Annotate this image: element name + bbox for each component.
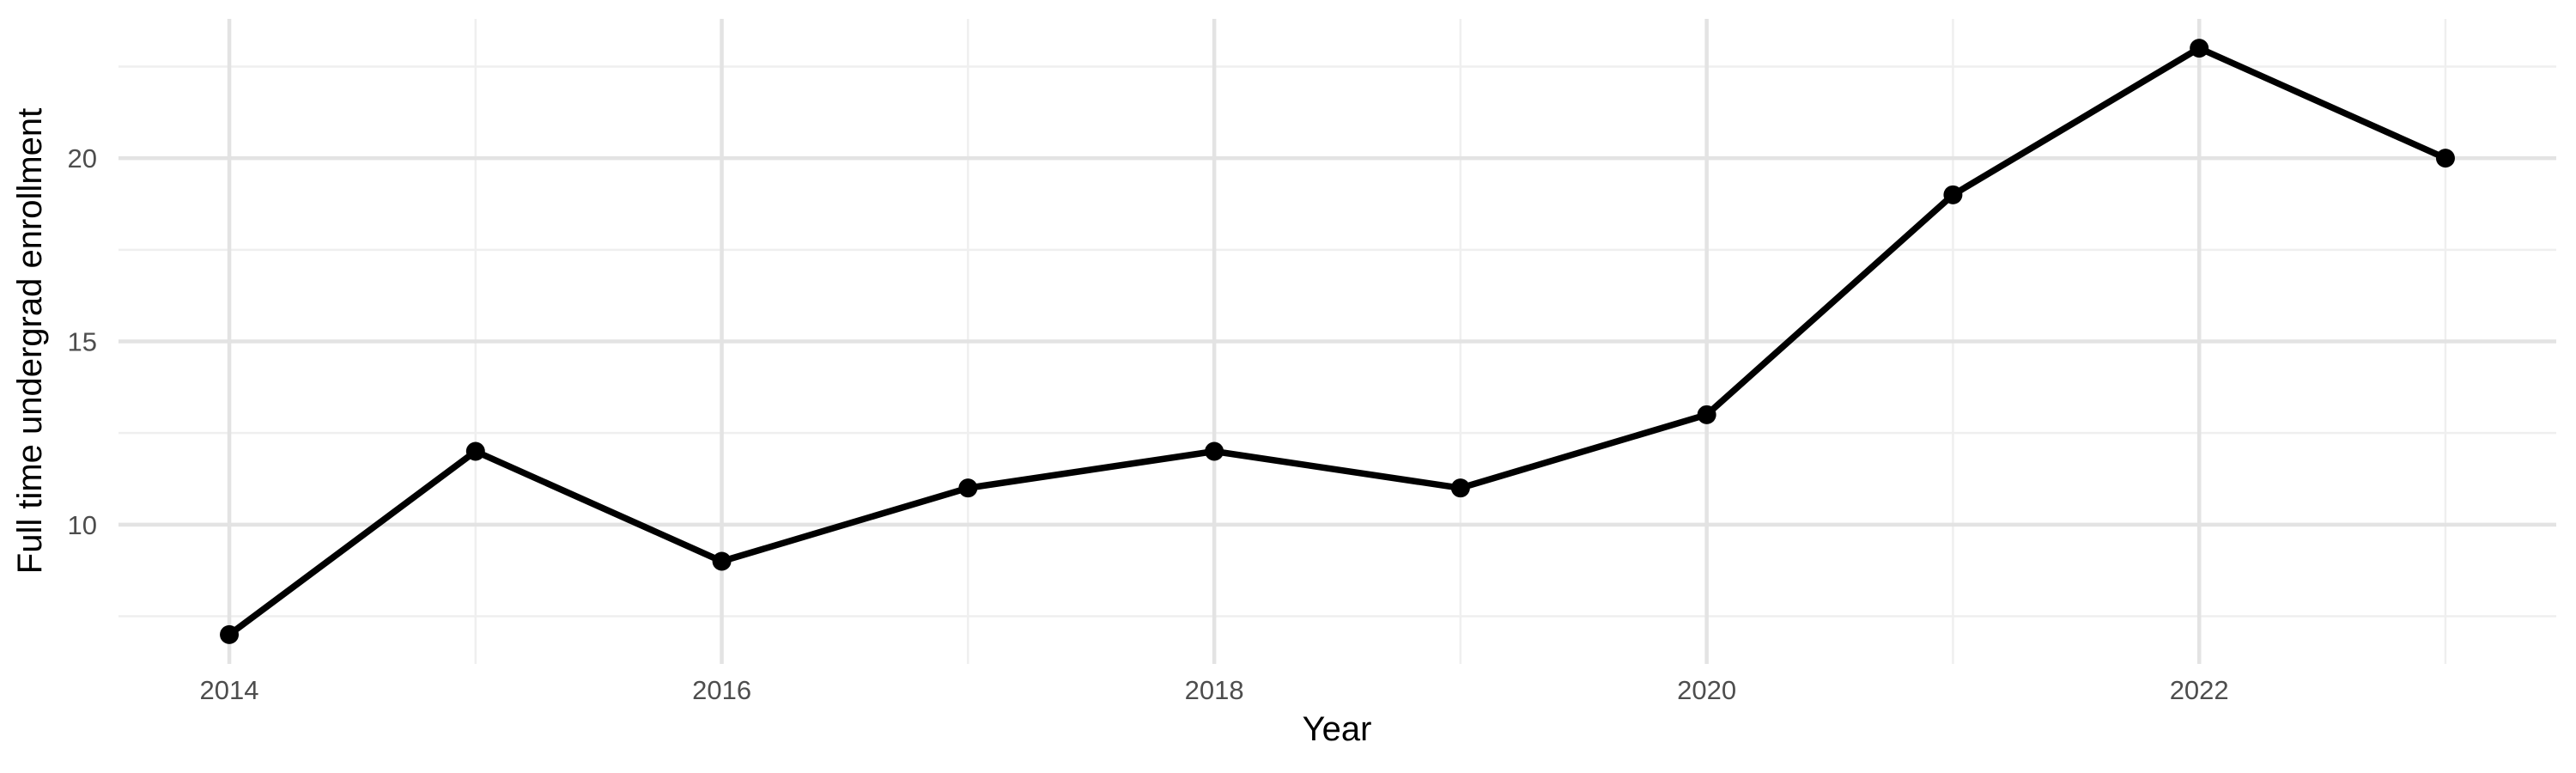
data-point-2015 [465, 441, 485, 461]
x-tick-label-2014: 2014 [200, 675, 259, 705]
data-point-2014 [220, 624, 240, 644]
data-points [220, 39, 2455, 644]
x-tick-label-2020: 2020 [1677, 675, 1736, 705]
gridlines-major [118, 19, 2556, 664]
enrollment-line [226, 45, 2449, 638]
y-tick-label-20: 20 [68, 143, 97, 173]
data-point-2016 [712, 551, 732, 571]
data-point-2017 [958, 478, 978, 498]
data-point-2018 [1205, 441, 1224, 461]
x-axis-tick-labels: 2014 2016 2018 2020 2022 [200, 675, 2229, 705]
x-tick-label-2022: 2022 [2170, 675, 2229, 705]
data-line [226, 45, 2449, 638]
x-axis-title: Year [1303, 710, 1372, 748]
y-tick-label-10: 10 [68, 510, 97, 540]
data-point-2023 [2435, 149, 2455, 168]
x-tick-label-2016: 2016 [692, 675, 751, 705]
data-point-2022 [2190, 39, 2209, 58]
x-tick-label-2018: 2018 [1185, 675, 1244, 705]
data-point-2021 [1943, 185, 1963, 204]
y-axis-tick-labels: 10 15 20 [68, 143, 97, 540]
data-point-2020 [1697, 405, 1716, 424]
data-point-2019 [1450, 478, 1470, 498]
y-axis-title: Full time undergrad enrollment [11, 108, 49, 574]
y-tick-label-15: 15 [68, 327, 97, 357]
